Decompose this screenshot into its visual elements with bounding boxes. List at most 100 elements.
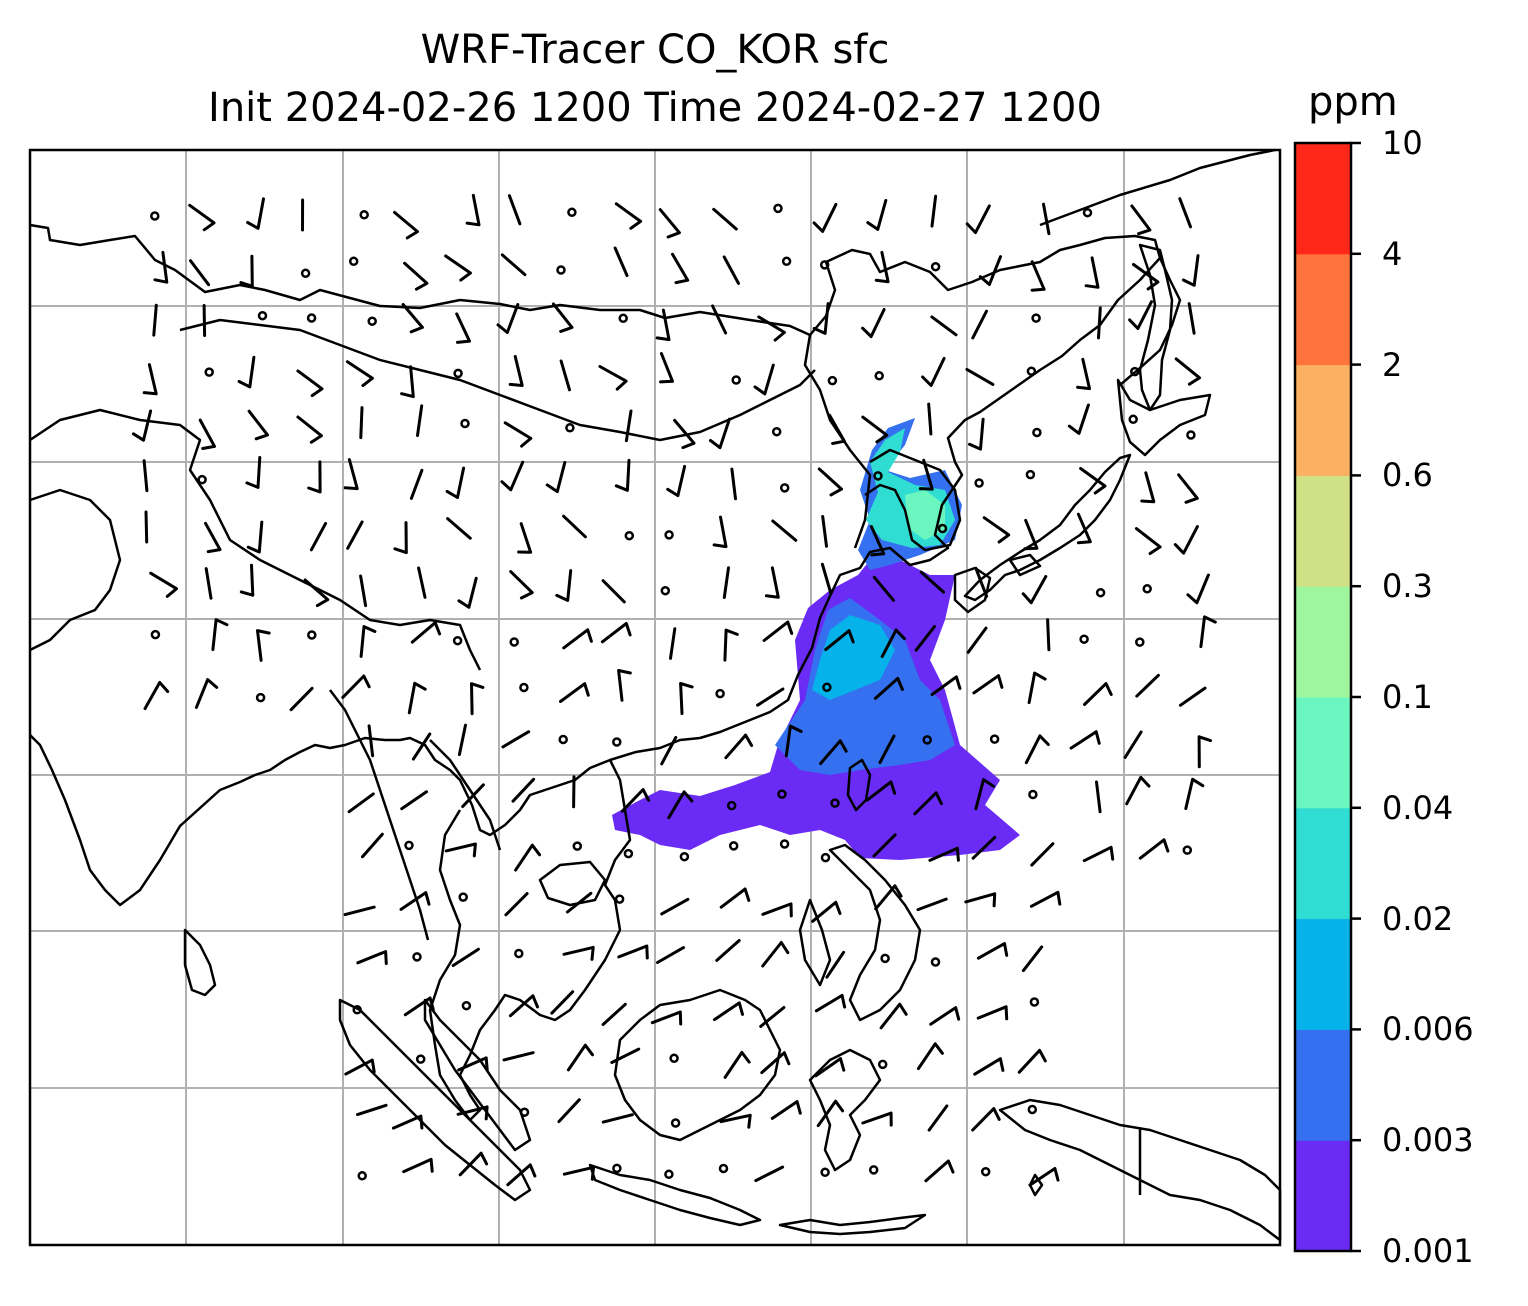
myanmar-thailand-border (329, 689, 502, 941)
calm-wind-marker (877, 1059, 888, 1070)
calm-wind-marker (937, 523, 948, 534)
wind-barb (913, 791, 943, 816)
wind-barb (811, 900, 842, 923)
wind-barb (819, 739, 848, 765)
wind-barb (658, 208, 681, 239)
wind-barb (929, 1006, 961, 1026)
colorbar-band (1295, 1140, 1351, 1252)
map-title-line2: Init 2024-02-26 1200 Time 2024-02-27 120… (208, 85, 1102, 131)
wind-barb (346, 520, 364, 550)
wind-barb (1140, 471, 1156, 504)
wind-barb (359, 574, 368, 608)
wind-barb (451, 947, 480, 967)
wind-barb (965, 204, 991, 235)
wind-barb (1023, 518, 1039, 551)
wind-barb (143, 681, 170, 711)
wind-barb (1083, 682, 1113, 706)
calm-wind-marker (150, 629, 161, 640)
wind-barb (309, 521, 328, 552)
colorbar-tick-label: 0.02 (1382, 899, 1454, 938)
calm-wind-marker (461, 1000, 472, 1011)
wind-barb (966, 626, 988, 654)
calm-wind-marker (300, 268, 311, 279)
calm-wind-marker (873, 471, 883, 481)
map-title-line1: WRF-Tracer CO_KOR sfc (420, 27, 890, 73)
wind-barb (669, 627, 677, 660)
calm-wind-marker (618, 313, 628, 324)
calm-wind-marker (827, 375, 838, 386)
sakhalin (1138, 243, 1174, 412)
calm-wind-marker (623, 848, 634, 859)
calm-wind-marker (930, 957, 941, 967)
wind-barb (976, 942, 1009, 960)
wind-barb (470, 682, 485, 716)
wind-barb (237, 355, 256, 389)
wind-barb (784, 724, 803, 758)
wind-barb (880, 628, 906, 659)
wind-barb (719, 1113, 752, 1129)
calm-wind-marker (728, 841, 739, 851)
calm-wind-marker (670, 1118, 681, 1128)
wind-barb (501, 730, 531, 749)
wind-barb (927, 402, 933, 436)
wind-barb (715, 939, 741, 962)
wind-barb (968, 417, 985, 451)
korea-peninsula (864, 448, 962, 552)
wind-barb (1138, 838, 1170, 860)
wind-barb (722, 255, 740, 285)
calm-wind-marker (1031, 313, 1041, 323)
colorbar-bands (1295, 143, 1351, 1252)
calm-wind-marker (922, 735, 932, 745)
wind-barb (874, 884, 903, 911)
sulawesi (808, 1048, 882, 1172)
wind-barb (614, 458, 631, 492)
wind-barb (142, 363, 158, 396)
wind-barb (613, 246, 629, 277)
wind-barb (303, 578, 330, 608)
wind-barb (1042, 202, 1051, 236)
calm-wind-marker (777, 789, 787, 799)
calm-wind-marker (779, 839, 790, 849)
wind-barb (620, 788, 651, 813)
wind-barb (142, 459, 149, 493)
wind-barb (1069, 730, 1101, 750)
wind-barb (978, 255, 1002, 286)
calm-wind-marker (458, 892, 468, 902)
wind-barb (916, 897, 948, 912)
calm-wind-marker (980, 1166, 991, 1177)
wind-barb (359, 625, 377, 658)
wind-barb (256, 629, 271, 662)
wind-barb (1079, 467, 1107, 495)
wind-barb (878, 734, 896, 764)
wind-barb (866, 199, 888, 231)
colorbar-tick-label: 0.04 (1382, 788, 1454, 827)
calm-wind-marker (460, 418, 470, 429)
coastlines (29, 148, 1282, 1242)
wind-barb (713, 1001, 744, 1022)
colorbar-tick-label: 0.001 (1382, 1232, 1474, 1270)
calm-wind-marker (820, 1167, 830, 1178)
wind-barb (509, 570, 534, 600)
calm-wind-marker (731, 375, 741, 385)
wind-barb (754, 1165, 785, 1183)
wind-barb (347, 792, 375, 814)
calm-wind-marker (612, 1163, 622, 1174)
calm-wind-marker (1095, 587, 1106, 598)
wind-barb (712, 207, 738, 231)
calm-wind-marker (452, 635, 463, 646)
wind-barb (444, 842, 477, 858)
wind-barb (600, 622, 632, 644)
wind-barb (1097, 306, 1102, 340)
wind-barb (393, 521, 408, 555)
malay-peninsula (423, 998, 532, 1152)
wind-barb (757, 315, 786, 342)
wind-barb (356, 950, 388, 966)
calm-wind-marker (357, 1171, 367, 1181)
wind-barb (458, 1151, 489, 1177)
wind-barb (504, 892, 529, 917)
wind-barb (1046, 618, 1051, 652)
wind-barb (861, 415, 889, 444)
calm-wind-marker (989, 734, 1000, 744)
wind-barb (194, 678, 219, 709)
wind-barb (409, 468, 424, 500)
